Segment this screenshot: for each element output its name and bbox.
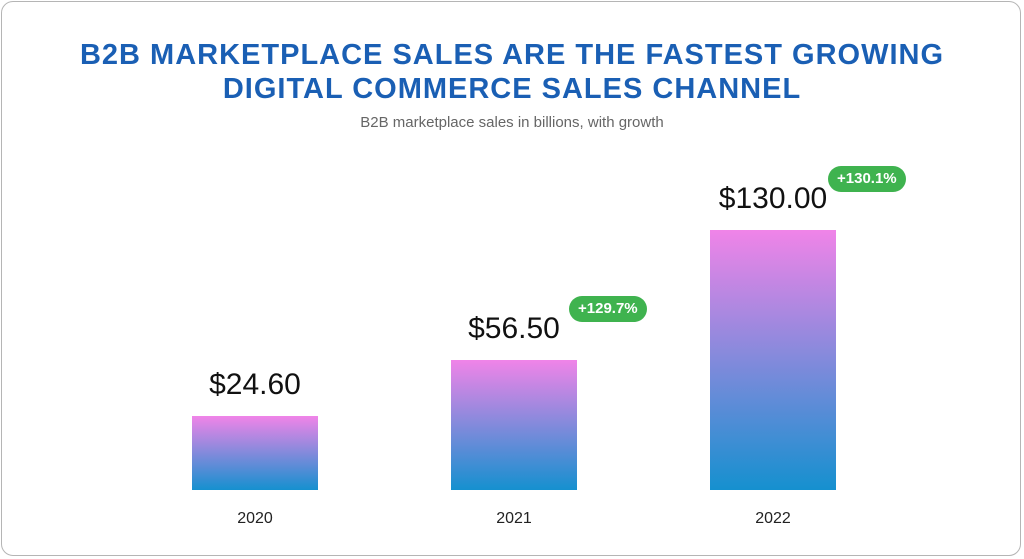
- data-label: $56.50: [468, 312, 560, 346]
- data-label: $24.60: [209, 368, 301, 402]
- data-label: $130.00: [718, 182, 828, 215]
- bar-2021: [451, 360, 577, 490]
- x-tick-label: 2020: [237, 510, 273, 527]
- x-tick-label: 2022: [755, 510, 791, 527]
- growth-badge: +130.1%: [828, 166, 906, 192]
- x-tick-label: 2021: [496, 510, 532, 527]
- growth-badge: +129.7%: [569, 296, 647, 323]
- chart-title-line-1: B2B MARKETPLACE SALES ARE THE FASTEST GR…: [79, 39, 945, 71]
- bar-2022: [710, 230, 836, 490]
- chart-title-line-2: DIGITAL COMMERCE SALES CHANNEL: [222, 73, 802, 105]
- bar-2020: [192, 416, 318, 490]
- chart-subtitle: B2B marketplace sales in billions, with …: [360, 114, 664, 131]
